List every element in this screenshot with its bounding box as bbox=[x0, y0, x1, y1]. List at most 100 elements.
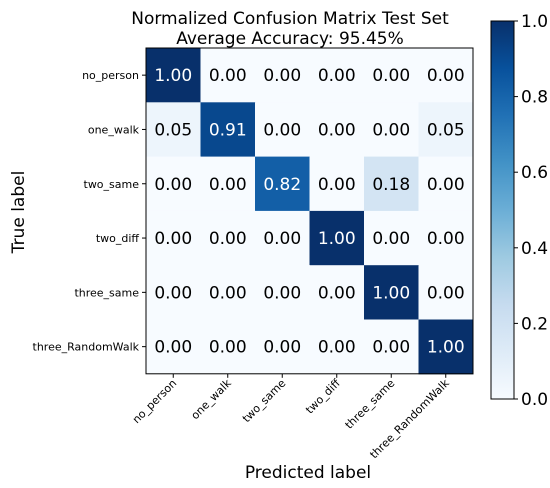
heatmap-cell bbox=[364, 102, 419, 158]
y-tick-label: three_same bbox=[74, 286, 139, 299]
y-axis-ticks: no_person one_walk two_same two_diff three_s… bbox=[33, 69, 146, 354]
cell-value-label: 1.00 bbox=[318, 229, 356, 249]
cell-value-label: 0.05 bbox=[154, 120, 192, 140]
x-axis-title: Predicted label bbox=[245, 463, 371, 483]
x-tick-label: no_person bbox=[130, 377, 179, 426]
cell-value-label: 1.00 bbox=[372, 283, 410, 303]
cell-value-label: 0.05 bbox=[427, 120, 465, 140]
colorbar-tick-label: 1.0 bbox=[521, 12, 548, 32]
y-tick-label: three_RandomWalk bbox=[33, 341, 140, 354]
heatmap-cell bbox=[309, 265, 365, 320]
cell-value-label: 0.82 bbox=[263, 175, 301, 195]
x-axis-ticks: no_person one_walk two_same two_diff three_s… bbox=[130, 373, 452, 461]
x-tick-label: one_walk bbox=[189, 376, 235, 422]
cell-value-label: 0.00 bbox=[209, 66, 247, 86]
heatmap-cell bbox=[364, 48, 419, 103]
heatmap-cell bbox=[255, 319, 310, 375]
x-tick-label: two_same bbox=[240, 377, 289, 426]
heatmap-cell bbox=[255, 210, 310, 266]
heatmap-cell bbox=[364, 156, 419, 212]
cell-value-label: 0.00 bbox=[372, 120, 410, 140]
cell-value-label: 0.00 bbox=[154, 338, 192, 358]
heatmap-cell bbox=[255, 156, 310, 212]
cell-value-label: 0.00 bbox=[372, 66, 410, 86]
heatmap-cell bbox=[418, 102, 474, 158]
cell-value-label: 0.91 bbox=[209, 120, 247, 140]
cell-value-label: 0.00 bbox=[372, 229, 410, 249]
plot-frame bbox=[145, 47, 474, 375]
colorbar-tick-label: 0.4 bbox=[521, 239, 548, 259]
x-tick-label: three_same bbox=[343, 377, 398, 432]
colorbar-tick-label: 0.0 bbox=[521, 390, 548, 410]
heatmap-cell bbox=[418, 265, 474, 320]
heatmap-cells: 1.00 0.00 0.00 0.00 0.00 0.00 0.05 0.91 0.00 0.00… bbox=[146, 48, 474, 375]
heatmap-cell bbox=[200, 48, 256, 103]
heatmap-cell bbox=[146, 319, 201, 375]
cell-value-label: 0.00 bbox=[263, 120, 301, 140]
y-tick-label: one_walk bbox=[88, 123, 140, 136]
y-tick-label: two_same bbox=[84, 178, 140, 191]
cell-value-label: 1.00 bbox=[154, 66, 192, 86]
cell-value-label: 0.00 bbox=[427, 175, 465, 195]
heatmap-cell bbox=[146, 265, 201, 320]
colorbar-tick-label: 0.2 bbox=[521, 314, 548, 334]
heatmap-cell bbox=[418, 48, 474, 103]
heatmap-cell bbox=[146, 156, 201, 212]
heatmap-cell bbox=[255, 48, 310, 103]
heatmap-cell bbox=[364, 265, 419, 320]
cell-value-label: 0.00 bbox=[318, 66, 356, 86]
cell-value-label: 0.00 bbox=[263, 338, 301, 358]
heatmap-cell bbox=[309, 48, 365, 103]
cell-value-label: 0.00 bbox=[318, 120, 356, 140]
y-axis-title: True label bbox=[9, 171, 29, 255]
cell-value-label: 0.00 bbox=[263, 66, 301, 86]
cell-value-label: 0.00 bbox=[427, 283, 465, 303]
colorbar-tick-label: 0.6 bbox=[521, 163, 548, 183]
chart-subtitle: Average Accuracy: 95.45% bbox=[176, 29, 404, 49]
heatmap-cell bbox=[418, 210, 474, 266]
heatmap-cell bbox=[255, 265, 310, 320]
colorbar-tick-label: 0.8 bbox=[521, 88, 548, 108]
cell-value-label: 0.00 bbox=[209, 283, 247, 303]
cell-value-label: 0.00 bbox=[154, 283, 192, 303]
cell-value-label: 0.00 bbox=[209, 175, 247, 195]
cell-value-label: 0.00 bbox=[372, 338, 410, 358]
heatmap-cell bbox=[146, 210, 201, 266]
x-tick-label: two_diff bbox=[303, 376, 343, 416]
cell-value-label: 0.00 bbox=[427, 66, 465, 86]
cell-value-label: 0.00 bbox=[318, 338, 356, 358]
cell-value-label: 0.18 bbox=[372, 175, 410, 195]
heatmap-cell bbox=[418, 156, 474, 212]
y-tick-label: no_person bbox=[82, 69, 139, 82]
colorbar-ticks: 0.0 0.2 0.4 0.6 0.8 1.0 bbox=[514, 12, 548, 410]
cell-value-label: 0.00 bbox=[209, 338, 247, 358]
heatmap-cell bbox=[309, 156, 365, 212]
heatmap-cell bbox=[200, 210, 256, 266]
heatmap-cell bbox=[200, 156, 256, 212]
cell-value-label: 1.00 bbox=[427, 338, 465, 358]
heatmap-cell bbox=[418, 319, 474, 375]
heatmap-cell bbox=[364, 210, 419, 266]
heatmap-cell bbox=[200, 319, 256, 375]
heatmap-cell bbox=[255, 102, 310, 158]
chart-title: Normalized Confusion Matrix Test Set bbox=[131, 9, 449, 29]
cell-value-label: 0.00 bbox=[263, 229, 301, 249]
cell-value-label: 0.00 bbox=[318, 283, 356, 303]
heatmap-cell bbox=[200, 102, 256, 158]
cell-value-label: 0.00 bbox=[318, 175, 356, 195]
heatmap-cell bbox=[364, 319, 419, 375]
heatmap-cell bbox=[309, 102, 365, 158]
heatmap-cell bbox=[146, 102, 201, 158]
cell-value-label: 0.00 bbox=[263, 283, 301, 303]
cell-value-label: 0.00 bbox=[154, 175, 192, 195]
heatmap-cell bbox=[146, 48, 201, 103]
cell-value-label: 0.00 bbox=[427, 229, 465, 249]
heatmap-cell bbox=[200, 265, 256, 320]
cell-value-label: 0.00 bbox=[154, 229, 192, 249]
y-tick-label: two_diff bbox=[96, 232, 140, 245]
colorbar bbox=[490, 20, 515, 400]
heatmap-cell bbox=[309, 210, 365, 266]
heatmap-cell bbox=[309, 319, 365, 375]
cell-value-label: 0.00 bbox=[209, 229, 247, 249]
